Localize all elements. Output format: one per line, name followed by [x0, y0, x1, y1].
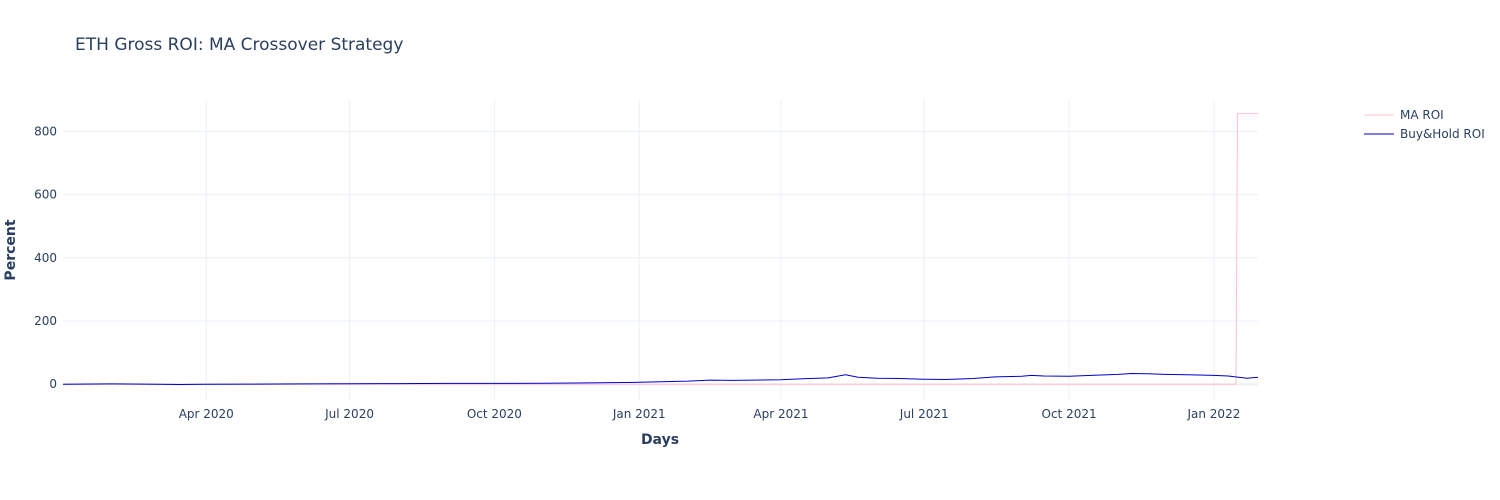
chart-title: ETH Gross ROI: MA Crossover Strategy [75, 35, 403, 55]
y-tick-label: 800 [34, 125, 57, 139]
x-tick-label: Oct 2020 [467, 407, 522, 421]
x-tick-labels: Apr 2020 Jul 2020 Oct 2020 Jan 2021 Apr 2021… [179, 407, 1241, 421]
y-tick-labels: 0 200 400 600 800 [34, 125, 57, 392]
x-axis-title: Days [641, 432, 679, 448]
y-tick-label: 400 [34, 251, 57, 265]
series-line-ma-roi [63, 113, 1258, 385]
legend-label-buy-hold-roi: Buy&Hold ROI [1400, 127, 1485, 141]
series-layer [62, 113, 1259, 386]
y-tick-label: 600 [34, 188, 57, 202]
x-tick-label: Jul 2020 [324, 407, 374, 421]
x-tick-label: Jul 2021 [899, 407, 949, 421]
x-tick-label: Apr 2021 [753, 407, 808, 421]
x-tick-label: Apr 2020 [179, 407, 234, 421]
x-tick-label: Jan 2022 [1186, 407, 1240, 421]
x-tick-label: Oct 2021 [1042, 407, 1097, 421]
y-tick-label: 0 [49, 377, 57, 391]
y-tick-label: 200 [34, 314, 57, 328]
legend-item-buy-hold-roi[interactable]: Buy&Hold ROI [1364, 127, 1485, 141]
legend[interactable]: MA ROI Buy&Hold ROI [1364, 108, 1485, 141]
legend-label-ma-roi: MA ROI [1400, 108, 1444, 122]
series-line-buy-hold-roi [62, 372, 1259, 386]
grid-layer [63, 100, 1258, 400]
legend-item-ma-roi[interactable]: MA ROI [1364, 108, 1444, 122]
x-tick-label: Jan 2021 [612, 407, 666, 421]
y-axis-title: Percent [3, 219, 19, 280]
